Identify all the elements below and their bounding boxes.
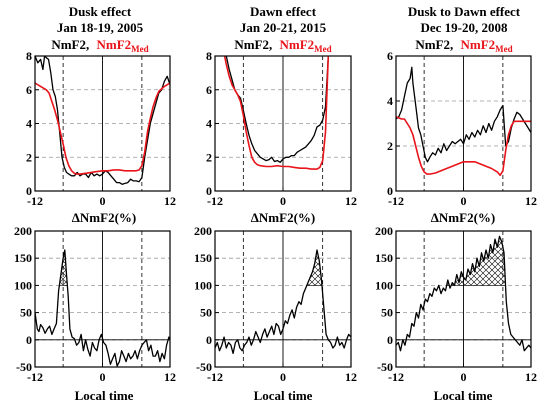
series-line bbox=[215, 249, 351, 355]
legend-med: NmF2Med bbox=[461, 37, 513, 54]
legend-med-sub: Med bbox=[131, 44, 149, 54]
panel-2-title: Dawn effect bbox=[250, 4, 317, 19]
legend-med-base: NmF2 bbox=[461, 37, 496, 52]
y-tick-label: 150 bbox=[14, 251, 32, 265]
x-tick-label: 12 bbox=[525, 194, 537, 208]
y-tick-label: 150 bbox=[194, 251, 212, 265]
panel-2-legend: NmF2, NmF2Med bbox=[234, 37, 331, 54]
series-line bbox=[223, 56, 330, 170]
x-label-2: Local time bbox=[254, 388, 313, 403]
legend-obs: NmF2, bbox=[415, 37, 453, 52]
chart-panel-5: -50 0 50 100 150 200 -12 0 12 bbox=[194, 224, 357, 384]
y-tick-label: 2 bbox=[387, 139, 393, 153]
x-tick-label: 0 bbox=[461, 194, 467, 208]
y-tick-label: 2 bbox=[26, 150, 32, 164]
panel-1-subtitle: Jan 18-19, 2005 bbox=[57, 20, 144, 35]
x-tick-label: 12 bbox=[345, 194, 357, 208]
y-tick-label: 6 bbox=[26, 83, 32, 97]
y-tick-label: 2 bbox=[206, 150, 212, 164]
x-tick-label: 0 bbox=[280, 370, 286, 384]
y-tick-label: 100 bbox=[375, 278, 393, 292]
x-tick-label: -12 bbox=[207, 370, 223, 384]
chart-panel-4: -50 0 50 100 150 200 -12 0 12 bbox=[14, 224, 176, 384]
y-tick-label: 200 bbox=[194, 224, 212, 238]
y-tick-label: 8 bbox=[206, 49, 212, 63]
y-tick-label: 0 bbox=[26, 184, 32, 198]
legend-med: NmF2Med bbox=[280, 37, 332, 54]
y-tick-label: 8 bbox=[26, 49, 32, 63]
y-tick-label: 150 bbox=[375, 251, 393, 265]
panel-3-title: Dusk to Dawn effect bbox=[408, 4, 521, 19]
y-tick-label: 50 bbox=[20, 306, 32, 320]
delta-label-2: ΔNmF2(%) bbox=[251, 210, 315, 225]
delta-label-1: ΔNmF2(%) bbox=[72, 210, 136, 225]
x-tick-label: 0 bbox=[280, 194, 286, 208]
x-tick-label: 0 bbox=[100, 194, 106, 208]
panel-3-subtitle: Dec 19-20, 2008 bbox=[420, 20, 508, 35]
x-label-1: Local time bbox=[75, 388, 134, 403]
chart-panel-6: -50 0 50 100 150 200 -12 0 12 bbox=[375, 224, 537, 384]
x-tick-label: -12 bbox=[207, 194, 223, 208]
y-tick-label: 4 bbox=[387, 94, 393, 108]
y-tick-label: 50 bbox=[381, 306, 393, 320]
x-tick-label: 0 bbox=[100, 370, 106, 384]
legend-med-base: NmF2 bbox=[280, 37, 315, 52]
y-tick-label: 0 bbox=[387, 333, 393, 347]
y-tick-label: 6 bbox=[387, 49, 393, 63]
y-tick-label: 100 bbox=[14, 278, 32, 292]
series-line bbox=[35, 56, 170, 185]
x-tick-label: 12 bbox=[164, 370, 176, 384]
panel-1-title: Dusk effect bbox=[69, 4, 132, 19]
y-tick-label: 0 bbox=[206, 333, 212, 347]
y-tick-label: 0 bbox=[206, 184, 212, 198]
y-tick-label: 0 bbox=[387, 184, 393, 198]
legend-med-sub: Med bbox=[495, 44, 513, 54]
y-tick-label: -50 bbox=[196, 360, 212, 374]
x-tick-label: -12 bbox=[388, 370, 404, 384]
legend-obs: NmF2, bbox=[234, 37, 272, 52]
y-tick-label: 0 bbox=[26, 333, 32, 347]
x-tick-label: 12 bbox=[164, 194, 176, 208]
x-tick-label: -12 bbox=[388, 194, 404, 208]
x-label-3: Local time bbox=[434, 388, 493, 403]
series-line bbox=[35, 82, 170, 175]
panel-2-subtitle: Jan 20-21, 2015 bbox=[240, 20, 327, 35]
x-tick-label: 0 bbox=[461, 370, 467, 384]
x-tick-label: 12 bbox=[345, 370, 357, 384]
legend-med-base: NmF2 bbox=[97, 37, 132, 52]
legend-med: NmF2Med bbox=[97, 37, 149, 54]
legend-med-sub: Med bbox=[314, 44, 332, 54]
y-tick-label: 6 bbox=[206, 83, 212, 97]
series-line bbox=[35, 249, 170, 367]
y-tick-label: 4 bbox=[206, 117, 212, 131]
y-tick-label: -50 bbox=[16, 360, 32, 374]
x-tick-label: 12 bbox=[525, 370, 537, 384]
panel-3-legend: NmF2, NmF2Med bbox=[415, 37, 512, 54]
y-tick-label: -50 bbox=[377, 360, 393, 374]
legend-obs: NmF2, bbox=[51, 37, 89, 52]
series-line bbox=[396, 116, 531, 177]
delta-label-3: ΔNmF2(%) bbox=[431, 210, 495, 225]
y-tick-label: 50 bbox=[200, 306, 212, 320]
series-line bbox=[225, 56, 329, 163]
y-tick-label: 200 bbox=[375, 224, 393, 238]
y-tick-label: 100 bbox=[194, 278, 212, 292]
x-tick-label: -12 bbox=[27, 194, 43, 208]
series-line bbox=[396, 235, 531, 352]
y-tick-label: 200 bbox=[14, 224, 32, 238]
panel-1-legend: NmF2, NmF2Med bbox=[51, 37, 148, 54]
x-tick-label: -12 bbox=[27, 370, 43, 384]
y-tick-label: 4 bbox=[26, 117, 32, 131]
